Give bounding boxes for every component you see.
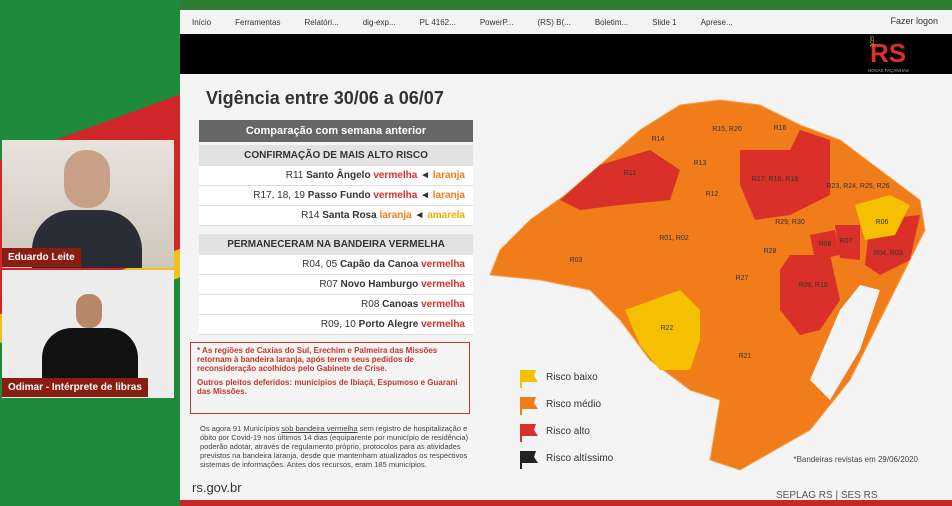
section-title: CONFIRMAÇÃO DE MAIS ALTO RISCO — [199, 145, 473, 166]
bottom-bar — [180, 500, 952, 506]
region: R09, 10 — [320, 319, 356, 330]
tab[interactable]: Início — [192, 17, 212, 27]
interpreter-video — [2, 270, 174, 398]
flag-current: vermelha — [373, 170, 418, 181]
note-text: * As regiões de Caxias do Sul, Erechim e… — [197, 346, 438, 373]
row: R11 Santo Ângelo vermelha ◄ laranja — [199, 166, 473, 186]
flag-current: laranja — [379, 210, 412, 221]
site: rs.gov.br — [192, 480, 242, 495]
flag-current: vermelha — [421, 259, 465, 270]
tab-bar: Início Ferramentas Relatóri... dig-exp... PL… — [180, 10, 952, 34]
flag-next: amarela — [427, 210, 465, 221]
flag-next: laranja — [432, 170, 465, 181]
tab[interactable]: Ferramentas — [235, 17, 281, 27]
flag-current: vermelha — [421, 279, 465, 290]
logon[interactable]: Fazer logon — [890, 16, 938, 26]
logo: RS — [870, 38, 907, 68]
tab[interactable]: (RS) B(... — [537, 17, 571, 27]
row: R09, 10 Porto Alegre vermelha — [199, 315, 473, 335]
table: Comparação com semana anterior CONFIRMAÇ… — [199, 120, 473, 335]
tab[interactable]: dig-exp... — [362, 17, 396, 27]
region: R17, 18, 19 — [253, 190, 305, 201]
note-text: Outros pleitos deferidos: municípios de … — [197, 378, 458, 396]
city: Santa Rosa — [322, 210, 377, 221]
city: Santo Ângelo — [306, 170, 371, 181]
tab[interactable]: Slide 1 — [652, 17, 677, 27]
logo-gov: GOV — [868, 36, 874, 48]
region: R04, 05 — [302, 259, 338, 270]
tab[interactable]: PL 4162... — [419, 17, 456, 27]
arrow: ◄ — [414, 210, 425, 221]
tab[interactable]: Aprese... — [700, 17, 733, 27]
section-title: PERMANECERAM NA BANDEIRA VERMELHA — [199, 234, 473, 255]
arrow: ◄ — [420, 170, 430, 181]
slide-title: Vigência entre 30/06 a 06/07 — [206, 88, 444, 108]
city: Canoas — [382, 299, 419, 310]
flag-current: vermelha — [421, 299, 465, 310]
region: R07 — [319, 279, 338, 290]
text: sem registro de hospitalização e óbito p… — [200, 424, 469, 469]
region: R08 — [361, 299, 380, 310]
paragraph: Os agora 91 Municípios sob bandeira verm… — [200, 424, 472, 469]
arrow: ◄ — [420, 190, 430, 201]
row: R04, 05 Capão da Canoa vermelha — [199, 255, 473, 275]
region: R11 — [285, 170, 304, 181]
city: Passo Fundo — [307, 190, 371, 201]
speaker-name: Eduardo Leite — [2, 248, 81, 267]
city: Porto Alegre — [358, 319, 419, 330]
table-header: Comparação com semana anterior — [199, 120, 473, 142]
region: R14 — [301, 210, 320, 221]
text: Os agora 91 Municípios — [200, 424, 282, 433]
note: * As regiões de Caxias do Sul, Erechim e… — [190, 342, 470, 414]
tab[interactable]: Boletim... — [594, 17, 629, 27]
city: Novo Hamburgo — [340, 279, 419, 290]
flag-next: laranja — [432, 190, 465, 201]
tab[interactable]: PowerP... — [479, 17, 514, 27]
flag-current: vermelha — [421, 319, 465, 330]
text: sob bandeira vermelha — [281, 424, 358, 433]
interpreter-name: Odimar - Intérprete de libras — [2, 378, 148, 397]
row: R08 Canoas vermelha — [199, 295, 473, 315]
row: R17, 18, 19 Passo Fundo vermelha ◄ laran… — [199, 186, 473, 206]
flag-current: vermelha — [373, 190, 418, 201]
row: R14 Santa Rosa laranja ◄ amarela — [199, 206, 473, 226]
credits: SEPLAG RS | SES RS — [776, 490, 878, 501]
slide-header: RS GOV NOVAS FAÇANHAS — [180, 34, 952, 74]
logo-tagline: NOVAS FAÇANHAS — [868, 68, 909, 73]
city: Capão da Canoa — [339, 259, 419, 270]
tab[interactable]: Relatóri... — [304, 17, 339, 27]
row: R07 Novo Hamburgo vermelha — [199, 275, 473, 295]
